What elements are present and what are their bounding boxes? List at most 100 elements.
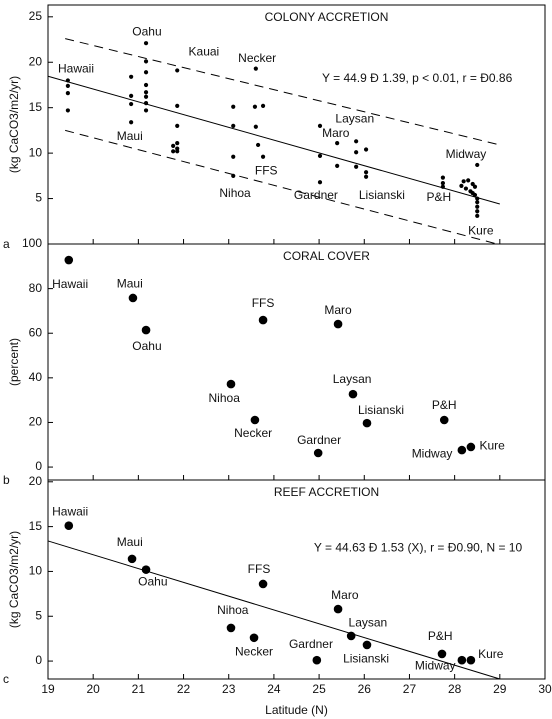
data-point	[250, 415, 260, 425]
data-point	[64, 255, 74, 265]
data-point	[171, 149, 176, 154]
data-point	[363, 147, 369, 152]
x-tick-label: 27	[403, 682, 417, 696]
data-point	[463, 186, 469, 191]
x-tick-label: 25	[312, 682, 326, 696]
data-point	[65, 83, 70, 88]
x-tick-label: 30	[538, 682, 552, 696]
annotation: P&H	[426, 190, 451, 204]
annotation: FFS	[248, 562, 271, 576]
annotation: Midway	[415, 659, 456, 673]
panel-label: b	[3, 473, 10, 487]
data-point	[437, 649, 447, 659]
chart-title: CORAL COVER	[283, 249, 370, 263]
data-point	[313, 448, 323, 458]
data-point	[439, 415, 449, 425]
y-tick-label: 10	[29, 564, 43, 578]
data-point	[249, 633, 259, 643]
y-tick-label: 20	[29, 415, 43, 429]
x-tick-label: 20	[87, 682, 101, 696]
data-point	[466, 655, 476, 665]
data-point	[143, 82, 149, 88]
annotation: Hawaii	[52, 277, 88, 291]
annotation: Necker	[234, 426, 272, 440]
annotation: Lisianski	[358, 403, 404, 417]
data-point	[475, 196, 480, 201]
data-point	[226, 623, 236, 633]
y-tick-label: 60	[29, 325, 43, 339]
data-point	[141, 325, 151, 335]
annotation: Lisianski	[343, 651, 389, 665]
data-point	[333, 604, 343, 614]
fit-line	[47, 540, 500, 680]
x-tick-label: 24	[267, 682, 281, 696]
annotation: Kauai	[189, 44, 220, 58]
x-tick-label: 26	[358, 682, 372, 696]
annotation: Laysan	[333, 372, 372, 386]
y-tick-label: 15	[29, 100, 43, 114]
data-point	[312, 655, 322, 665]
annotation: Gardner	[294, 188, 338, 202]
y-tick-label: 10	[29, 145, 43, 159]
y-axis-label: (kg CaCO3/m2/yr)	[7, 76, 21, 173]
annotation: Maro	[331, 588, 359, 602]
x-tick-label: 23	[222, 682, 236, 696]
annotation: Midway	[412, 446, 453, 460]
annotation: Necker	[238, 51, 276, 65]
data-point	[64, 521, 74, 531]
data-point	[354, 164, 359, 169]
data-point	[346, 631, 356, 641]
data-point	[260, 154, 266, 159]
panel-label: c	[3, 672, 9, 686]
annotation: Lisianski	[359, 188, 405, 202]
data-point	[231, 173, 236, 178]
data-point	[354, 150, 359, 155]
y-tick-label: 5	[35, 608, 42, 622]
data-point	[258, 579, 268, 589]
y-tick-label: 25	[29, 9, 43, 23]
annotation: Maui	[117, 129, 143, 143]
y-tick-label: 0	[35, 459, 42, 473]
chart-title: COLONY ACCRETION	[265, 10, 389, 24]
data-point	[335, 141, 340, 146]
y-tick-label: 5	[35, 191, 42, 205]
annotation: Maui	[117, 276, 143, 290]
data-point	[143, 108, 149, 113]
data-point	[470, 191, 475, 196]
annotation: Gardner	[297, 433, 341, 447]
annotation: FFS	[252, 296, 275, 310]
annotation: Oahu	[132, 339, 161, 353]
y-axis-label: (percent)	[7, 338, 21, 386]
y-tick-label: 15	[29, 519, 43, 533]
data-point	[363, 174, 369, 179]
chart-title: REEF ACCRETION	[274, 485, 379, 499]
data-point	[475, 162, 480, 168]
annotation: Maui	[117, 535, 143, 549]
plot-frame	[47, 479, 546, 680]
annotation: Midway	[446, 147, 487, 161]
annotation: Hawaii	[52, 504, 88, 518]
annotation: Laysan	[349, 616, 388, 630]
annotation: Laysan	[335, 112, 374, 126]
x-tick-label: 29	[493, 682, 507, 696]
data-point	[65, 78, 70, 83]
fit-line	[47, 75, 500, 205]
annotation: Maro	[322, 126, 350, 140]
data-point	[128, 293, 138, 303]
y-tick-label: 20	[29, 474, 43, 488]
data-point	[65, 91, 70, 96]
data-point	[461, 179, 466, 184]
data-point	[252, 104, 258, 109]
data-point	[466, 442, 476, 452]
data-point	[362, 418, 372, 428]
data-point	[258, 315, 268, 325]
data-point	[354, 139, 359, 144]
data-point	[335, 163, 340, 168]
data-point	[253, 66, 258, 71]
data-point	[317, 153, 323, 158]
annotation: Nihoa	[219, 186, 251, 200]
annotation: FFS	[255, 163, 278, 177]
annotation: Nihoa	[217, 603, 249, 617]
data-point	[143, 41, 149, 46]
data-point	[175, 123, 180, 128]
